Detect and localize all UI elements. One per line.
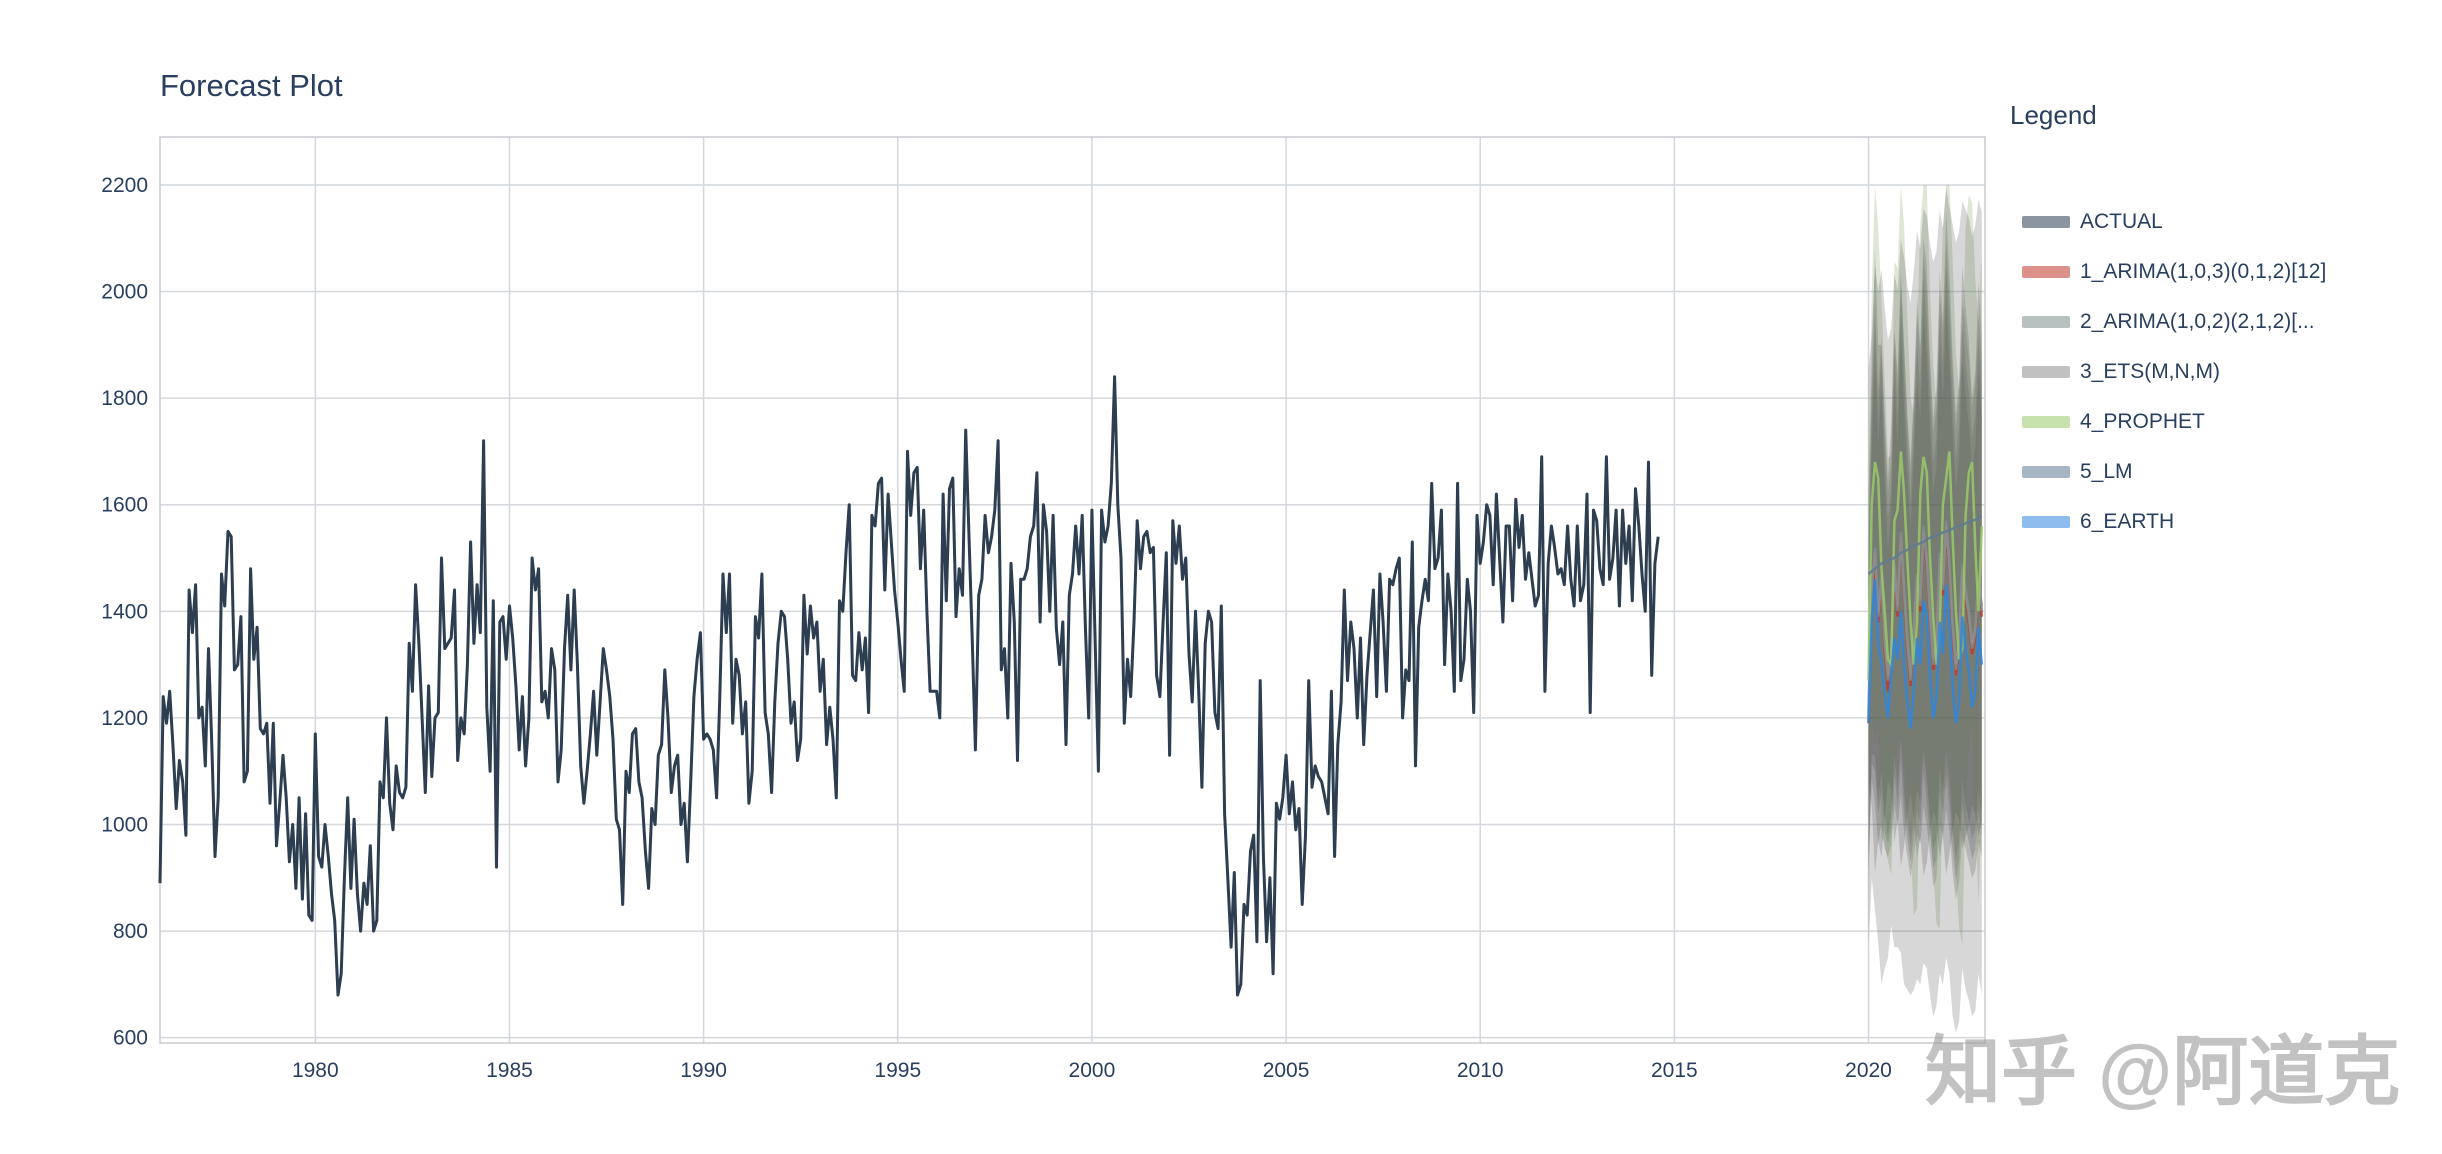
legend-swatch [2022, 516, 2070, 528]
legend-item[interactable]: ACTUAL [2022, 202, 2163, 242]
legend-item[interactable]: 2_ARIMA(1,0,2)(2,1,2)[... [2022, 302, 2315, 342]
legend-label: ACTUAL [2080, 210, 2163, 233]
forecast-band [1868, 267, 1982, 881]
x-tick-label: 2005 [1263, 1059, 1310, 1082]
forecast-series-line [1867, 579, 1984, 729]
legend-swatch [2022, 316, 2070, 328]
grid [160, 137, 1985, 1043]
y-tick-label: 1600 [101, 494, 148, 517]
legend-label: 1_ARIMA(1,0,3)(0,1,2)[12] [2080, 260, 2327, 283]
forecast-series-line [1867, 515, 1983, 575]
legend-title: Legend [2010, 100, 2097, 130]
legend-label: 2_ARIMA(1,0,2)(2,1,2)[... [2080, 310, 2315, 333]
y-tick-label: 2000 [101, 281, 148, 304]
legend-swatch [2022, 216, 2070, 228]
y-tick-label: 600 [113, 1027, 148, 1050]
legend-item[interactable]: 3_ETS(M,N,M) [2022, 352, 2220, 392]
y-tick-label: 1800 [101, 387, 148, 410]
y-tick-label: 1400 [101, 600, 148, 623]
legend-item[interactable]: 5_LM [2022, 452, 2133, 492]
series-lines [158, 375, 1984, 997]
x-tick-label: 1995 [874, 1059, 921, 1082]
legend-item[interactable]: 6_EARTH [2022, 502, 2174, 542]
legend-swatch [2022, 416, 2070, 428]
y-tick-label: 800 [113, 920, 148, 943]
chart-title: Forecast Plot [160, 68, 343, 103]
legend-label: 3_ETS(M,N,M) [2080, 360, 2221, 383]
forecast-series-line [1867, 525, 1984, 713]
x-tick-label: 2015 [1651, 1059, 1698, 1082]
x-tick-label: 1980 [292, 1059, 339, 1082]
x-tick-label: 2020 [1845, 1059, 1892, 1082]
actual-series-line [158, 375, 1660, 997]
x-tick-label: 1985 [486, 1059, 533, 1082]
y-tick-label: 2200 [101, 174, 148, 197]
x-tick-label: 2010 [1457, 1059, 1504, 1082]
forecast-band [1868, 242, 1982, 900]
x-tick-label: 2000 [1069, 1059, 1116, 1082]
forecast-band [1868, 211, 1982, 1033]
y-tick-label: 1000 [101, 813, 148, 836]
legend-label: 4_PROPHET [2080, 410, 2205, 433]
legend-swatch [2022, 266, 2070, 278]
watermark-text: 知乎 @阿道克 [1925, 1030, 2401, 1115]
forecast-band [1868, 302, 1982, 861]
x-tick-label: 1990 [680, 1059, 727, 1082]
forecast-band [1868, 184, 1982, 945]
legend-swatch [2022, 366, 2070, 378]
y-tick-label: 1200 [101, 707, 148, 730]
plot-frame [159, 136, 1986, 1044]
legend-item[interactable]: 1_ARIMA(1,0,3)(0,1,2)[12] [2022, 252, 2326, 292]
legend-label: 6_EARTH [2080, 510, 2175, 533]
legend-swatch [2022, 466, 2070, 478]
legend-label: 5_LM [2080, 460, 2133, 483]
axes: 1980 1985 1990 1995 2000 2005 2010 2015 2020 600 8… [101, 174, 1892, 1082]
legend-item[interactable]: 4_PROPHET [2022, 402, 2205, 442]
